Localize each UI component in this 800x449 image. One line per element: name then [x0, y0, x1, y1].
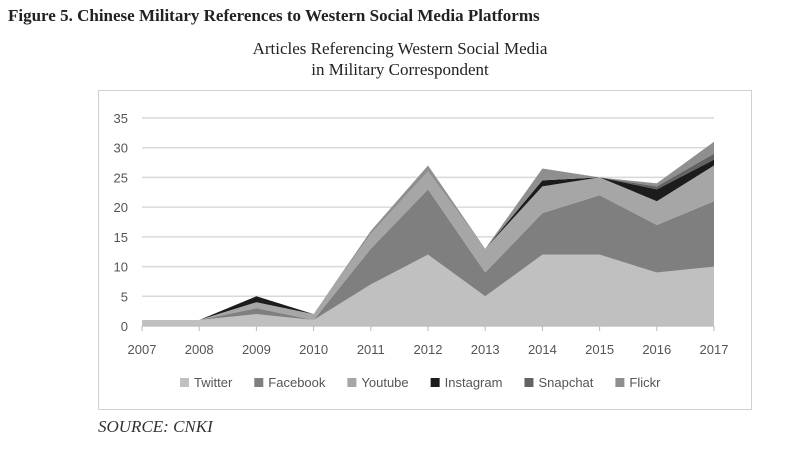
- legend-label-snapchat: Snapchat: [538, 375, 593, 390]
- chart-title: Articles Referencing Western Social Medi…: [150, 38, 650, 80]
- legend-swatch-snapchat: [524, 378, 534, 387]
- legend-swatch-flickr: [615, 378, 625, 387]
- x-tick-label: 2015: [585, 342, 614, 357]
- y-tick-label: 10: [114, 260, 128, 275]
- x-tick-label: 2014: [528, 342, 557, 357]
- x-tick-label: 2016: [642, 342, 671, 357]
- legend-swatch-instagram: [430, 378, 440, 387]
- chart-frame: [98, 90, 752, 410]
- chart-title-line2: in Military Correspondent: [311, 60, 489, 79]
- legend-swatch-facebook: [254, 378, 264, 387]
- y-tick-label: 20: [114, 200, 128, 215]
- legend-swatch-youtube: [347, 378, 357, 387]
- y-tick-label: 5: [121, 289, 128, 304]
- figure-title: Figure 5. Chinese Military References to…: [8, 6, 540, 25]
- source-note: SOURCE: CNKI: [98, 417, 213, 436]
- chart-title-line1: Articles Referencing Western Social Medi…: [252, 39, 548, 58]
- legend-label-instagram: Instagram: [445, 375, 503, 390]
- y-tick-label: 30: [114, 141, 128, 156]
- area-twitter: [142, 254, 714, 326]
- y-tick-label: 0: [121, 319, 128, 334]
- x-tick-label: 2010: [299, 342, 328, 357]
- y-tick-label: 15: [114, 230, 128, 245]
- legend-label-flickr: Flickr: [629, 375, 661, 390]
- x-tick-label: 2007: [128, 342, 157, 357]
- x-tick-label: 2011: [357, 342, 385, 357]
- x-tick-label: 2013: [471, 342, 500, 357]
- x-tick-label: 2012: [414, 342, 443, 357]
- area-facebook: [142, 189, 714, 321]
- legend-label-youtube: Youtube: [361, 375, 408, 390]
- y-tick-label: 25: [114, 170, 128, 185]
- x-tick-label: 2008: [185, 342, 214, 357]
- legend-label-twitter: Twitter: [194, 375, 233, 390]
- legend-label-facebook: Facebook: [268, 375, 326, 390]
- legend-swatch-twitter: [180, 378, 189, 387]
- x-tick-label: 2009: [242, 342, 271, 357]
- y-tick-label: 35: [114, 111, 128, 126]
- x-tick-label: 2017: [700, 342, 729, 357]
